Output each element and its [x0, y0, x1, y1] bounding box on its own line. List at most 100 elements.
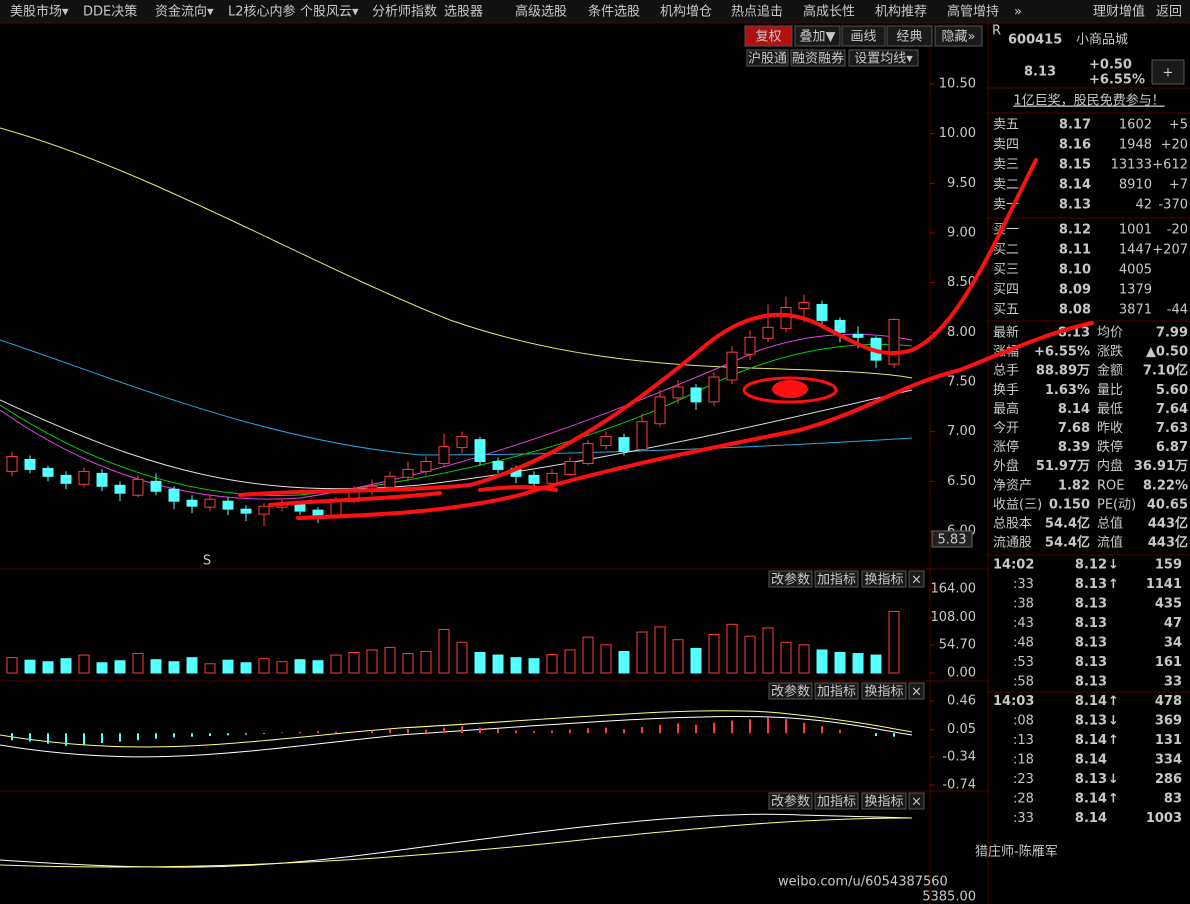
panel-button[interactable]: ×: [911, 795, 922, 810]
toolbar-sub-button[interactable]: 沪股通: [748, 51, 787, 67]
toolbar-sub-button[interactable]: 设置均线▾: [854, 52, 913, 67]
toolbar-button-box[interactable]: [794, 25, 841, 47]
volume-bar: [510, 657, 522, 674]
order-price: 8.08: [1059, 303, 1091, 318]
menu-item[interactable]: 个股风云▾: [300, 5, 359, 20]
order-price: 8.15: [1059, 158, 1091, 173]
panel-button-box[interactable]: [908, 792, 925, 810]
menu-item[interactable]: 高成长性: [803, 4, 855, 20]
volume-bar: [78, 654, 90, 674]
stat-value: 54.4亿: [1045, 535, 1090, 551]
panel-button[interactable]: ×: [911, 573, 922, 588]
stat-label: 昨收: [1097, 421, 1123, 436]
panel-button[interactable]: 加指标: [817, 573, 856, 588]
menu-item[interactable]: 高级选股: [515, 4, 567, 20]
panel-button[interactable]: 加指标: [817, 685, 856, 700]
stat-value: 8.39: [1058, 440, 1090, 455]
panel-button[interactable]: ×: [911, 685, 922, 700]
toolbar-button[interactable]: 经典: [896, 30, 922, 45]
candle-body: [456, 436, 468, 449]
panel-button-box[interactable]: [814, 682, 859, 700]
panel-button-box[interactable]: [768, 570, 813, 588]
menu-item[interactable]: L2核心内参: [228, 4, 296, 20]
order-label: 买五: [993, 303, 1019, 318]
menu-item[interactable]: 机构增仓: [660, 5, 712, 20]
order-label: 买二: [993, 243, 1019, 258]
panel-button-box[interactable]: [768, 682, 813, 700]
toolbar-button-box[interactable]: [744, 25, 793, 47]
toolbar-button-box[interactable]: [841, 25, 886, 47]
tick-volume: 1003: [1146, 811, 1182, 826]
panel-button[interactable]: 改参数: [771, 794, 810, 810]
banner[interactable]: 1亿巨奖，股民免费参与！: [1013, 93, 1164, 109]
annotation: [772, 380, 808, 398]
stat-label: 总值: [1097, 516, 1123, 532]
volume-bar: [582, 636, 594, 674]
dif-line: [0, 710, 913, 748]
menu-item[interactable]: 选股器: [444, 5, 483, 20]
panel-button[interactable]: 换指标: [864, 573, 903, 588]
toolbar-sub-button[interactable]: 融资融券: [792, 51, 844, 67]
stat-value: 7.99: [1156, 326, 1188, 341]
panel-button-box[interactable]: [768, 792, 813, 810]
panel-button[interactable]: 换指标: [864, 795, 903, 810]
order-price: 8.17: [1059, 118, 1091, 133]
panel-button[interactable]: 改参数: [771, 572, 810, 588]
toolbar-button[interactable]: 画线: [850, 30, 876, 45]
ma-line: [0, 339, 913, 456]
menu-item[interactable]: 返回: [1156, 5, 1182, 20]
add-button-box[interactable]: [1151, 59, 1185, 85]
panel-button-box[interactable]: [814, 570, 859, 588]
menu-item[interactable]: 分析师指数: [372, 5, 437, 20]
tick-price: 8.14: [1075, 792, 1107, 807]
panel-button-box[interactable]: [908, 682, 925, 700]
candle-body: [294, 503, 306, 512]
volume-bar: [888, 611, 900, 674]
menu-item[interactable]: 美股市场▾: [10, 4, 69, 20]
menu-item[interactable]: 资金流向▾: [155, 4, 214, 20]
panel-button[interactable]: 改参数: [771, 684, 810, 700]
panel-button-box[interactable]: [861, 792, 907, 810]
menu-item[interactable]: DDE决策: [83, 4, 137, 20]
toolbar-button-box[interactable]: [886, 25, 933, 47]
panel-button-box[interactable]: [814, 792, 859, 810]
panel-button[interactable]: 换指标: [864, 685, 903, 700]
toolbar-sub-button-box[interactable]: [746, 49, 789, 67]
menu-bar: [0, 0, 1190, 23]
toolbar-button[interactable]: 复权: [755, 29, 781, 45]
stat-label: 内盘: [1097, 458, 1123, 474]
menu-item[interactable]: »: [1014, 5, 1022, 20]
candle-body: [762, 326, 774, 339]
stat-value: 1.63%: [1045, 383, 1090, 398]
toolbar-button-box[interactable]: [934, 25, 983, 47]
stat-label: 涨跌: [1097, 344, 1123, 360]
volume-bar: [168, 661, 180, 674]
stock-pct: +6.55%: [1089, 73, 1145, 88]
panel-button[interactable]: 加指标: [817, 795, 856, 810]
stat-value: ▲0.50: [1146, 345, 1188, 360]
menu-item[interactable]: 热点追击: [731, 4, 783, 20]
stat-label: 总手: [993, 364, 1019, 379]
panel-button-box[interactable]: [861, 570, 907, 588]
candle-body: [384, 475, 396, 488]
panel-button-box[interactable]: [861, 682, 907, 700]
menu-item[interactable]: 理财增值: [1093, 4, 1145, 20]
toolbar-sub-button-box[interactable]: [848, 49, 919, 67]
volume-bar: [186, 657, 198, 674]
volume-bar: [762, 627, 774, 674]
panel-button-box[interactable]: [908, 570, 925, 588]
tick-time: :23: [1013, 772, 1034, 787]
toolbar-button[interactable]: 隐藏»: [942, 30, 976, 45]
toolbar-button[interactable]: 叠加▼: [800, 30, 836, 45]
stock-name: 小商品城: [1076, 33, 1128, 48]
menu-item[interactable]: 机构推荐: [875, 5, 927, 20]
stat-value: 7.63: [1156, 421, 1188, 436]
menu-item[interactable]: 高管增持: [947, 4, 999, 20]
volume-bar: [366, 649, 378, 674]
add-button[interactable]: +: [1163, 66, 1174, 81]
toolbar-sub-button-box[interactable]: [790, 49, 846, 67]
candle-body: [816, 304, 828, 321]
menu-item[interactable]: 条件选股: [588, 4, 640, 20]
tick-time: 14:03: [993, 694, 1034, 709]
order-volume: 1602: [1119, 118, 1152, 133]
